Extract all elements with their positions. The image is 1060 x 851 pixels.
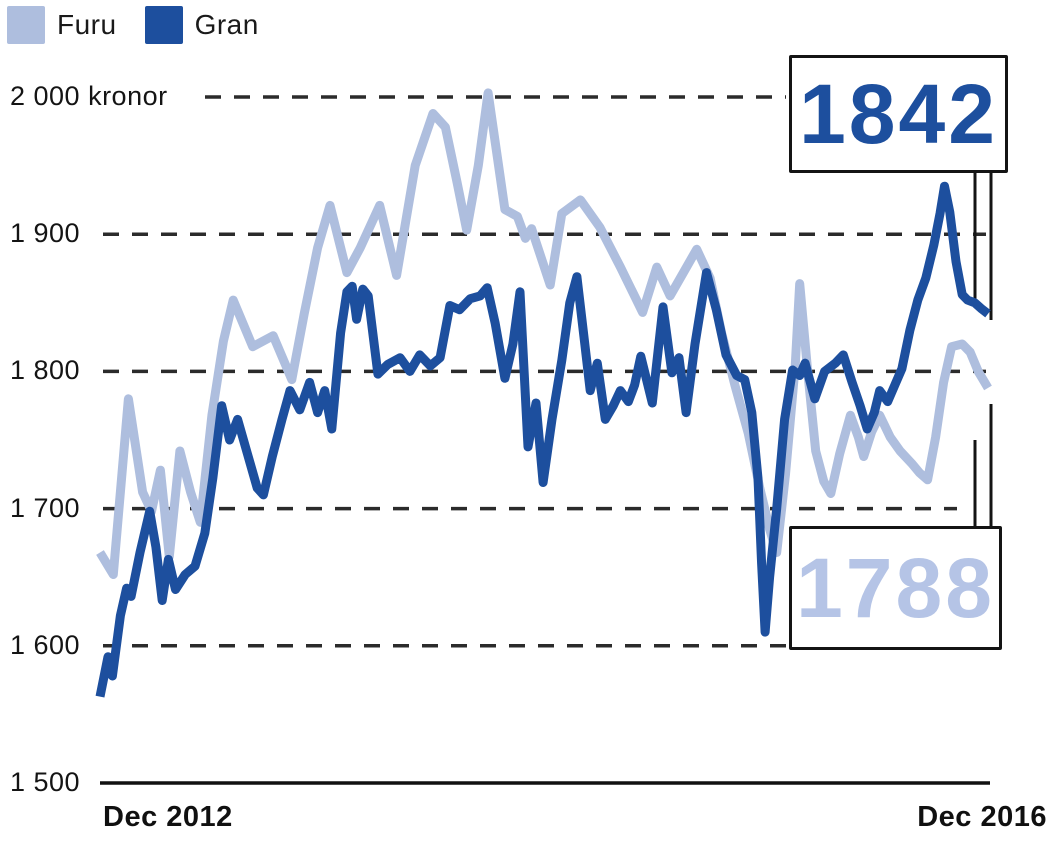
y-tick-2000: 2 000 kronor (10, 80, 168, 111)
legend-label-furu: Furu (57, 9, 117, 40)
x-label-end: Dec 2016 (917, 801, 1047, 833)
y-tick-1800: 1 800 (10, 355, 81, 386)
callout-gran-value: 1842 (799, 67, 998, 161)
y-tick-1500: 1 500 (10, 766, 81, 797)
callout-furu-current-price: 1788 (789, 526, 1002, 650)
legend-swatch-furu (7, 6, 45, 44)
legend-label-gran: Gran (194, 9, 259, 40)
callout-furu-value: 1788 (796, 541, 995, 635)
y-tick-1600: 1 600 (10, 629, 81, 660)
callout-gran-current-price: 1842 (789, 55, 1008, 173)
legend: Furu Gran (7, 6, 287, 44)
y-tick-1700: 1 700 (10, 492, 81, 523)
legend-swatch-gran (144, 6, 183, 44)
x-label-start: Dec 2012 (103, 801, 233, 833)
y-tick-1900: 1 900 (10, 218, 81, 249)
